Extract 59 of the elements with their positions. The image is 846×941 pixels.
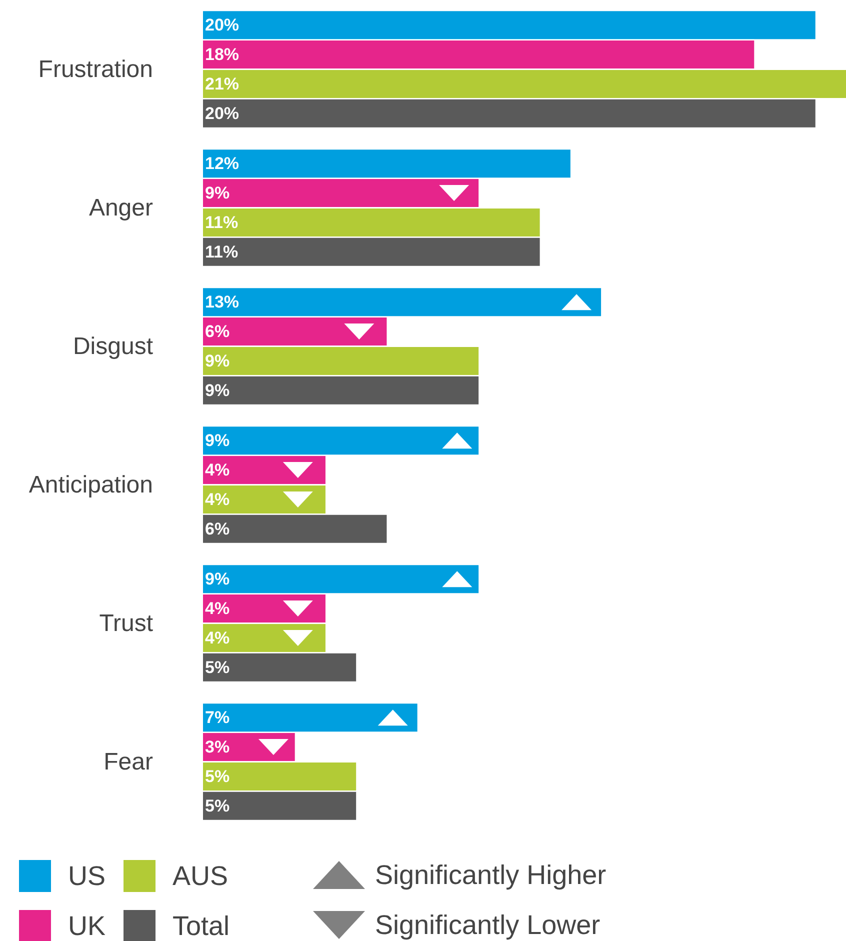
data-label: 18% — [205, 45, 240, 64]
text: Significantly Higher — [375, 860, 606, 890]
bar — [203, 624, 326, 652]
bar — [203, 376, 479, 404]
bar — [203, 208, 540, 236]
data-label: 20% — [205, 104, 240, 123]
y-tick-label: Frustration — [38, 56, 153, 83]
data-label: 9% — [205, 184, 230, 203]
bar — [203, 40, 754, 69]
data-label: 6% — [205, 322, 230, 342]
bar — [203, 318, 387, 346]
data-label: 9% — [205, 351, 230, 370]
legend-label: Total — [172, 911, 230, 941]
bar — [203, 594, 326, 623]
bar — [203, 288, 602, 316]
bar — [203, 346, 479, 375]
y-tick-label: Anger — [88, 194, 154, 222]
bar — [203, 565, 479, 594]
y-tick-label: Trust — [99, 610, 154, 637]
bar — [203, 11, 816, 40]
bar — [203, 792, 356, 820]
bar — [203, 485, 326, 514]
legend-label: US — [68, 861, 106, 891]
bar — [203, 762, 356, 790]
data-label: 5% — [205, 658, 230, 677]
data-label: 6% — [205, 519, 230, 538]
legend-label: AUS — [172, 861, 228, 891]
y-tick-label: Anticipation — [28, 471, 153, 498]
data-label: 21% — [205, 74, 240, 94]
bar — [203, 99, 816, 128]
bar — [203, 426, 479, 455]
bar — [203, 514, 387, 543]
bar — [203, 704, 418, 732]
data-label: 5% — [205, 766, 230, 786]
data-label: 11% — [205, 212, 238, 232]
bar — [203, 456, 326, 484]
data-label: 20% — [205, 16, 240, 35]
bar — [203, 238, 540, 266]
bar — [203, 179, 479, 208]
data-label: 12% — [205, 154, 240, 174]
text: Significantly Lower — [375, 910, 600, 940]
data-label: 4% — [205, 490, 230, 509]
data-label: 4% — [205, 460, 230, 480]
bar — [203, 150, 570, 178]
data-label: 7% — [205, 708, 230, 728]
data-label: 5% — [205, 796, 230, 816]
y-tick-label: Fear — [104, 748, 153, 776]
data-label: 9% — [205, 431, 230, 450]
data-label: 9% — [205, 570, 230, 589]
data-label: 11% — [205, 242, 238, 262]
data-label: 4% — [205, 628, 230, 648]
legend-label: UK — [68, 911, 106, 941]
y-tick-label: Disgust — [72, 332, 154, 360]
data-label: 4% — [205, 599, 230, 618]
bar — [203, 70, 846, 98]
data-label: 3% — [205, 738, 230, 757]
data-label: 13% — [205, 292, 240, 312]
data-label: 9% — [205, 380, 230, 400]
bar — [203, 653, 356, 682]
